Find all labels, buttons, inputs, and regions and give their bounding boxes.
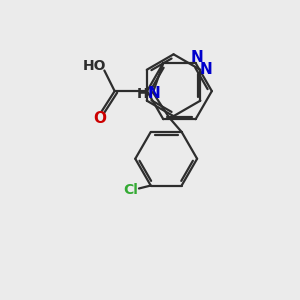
Text: N: N: [148, 86, 161, 101]
Text: N: N: [190, 50, 203, 65]
Text: Cl: Cl: [123, 183, 138, 197]
Text: H: H: [137, 87, 148, 101]
Text: O: O: [93, 111, 106, 126]
Text: N: N: [199, 62, 212, 77]
Text: HO: HO: [82, 59, 106, 73]
